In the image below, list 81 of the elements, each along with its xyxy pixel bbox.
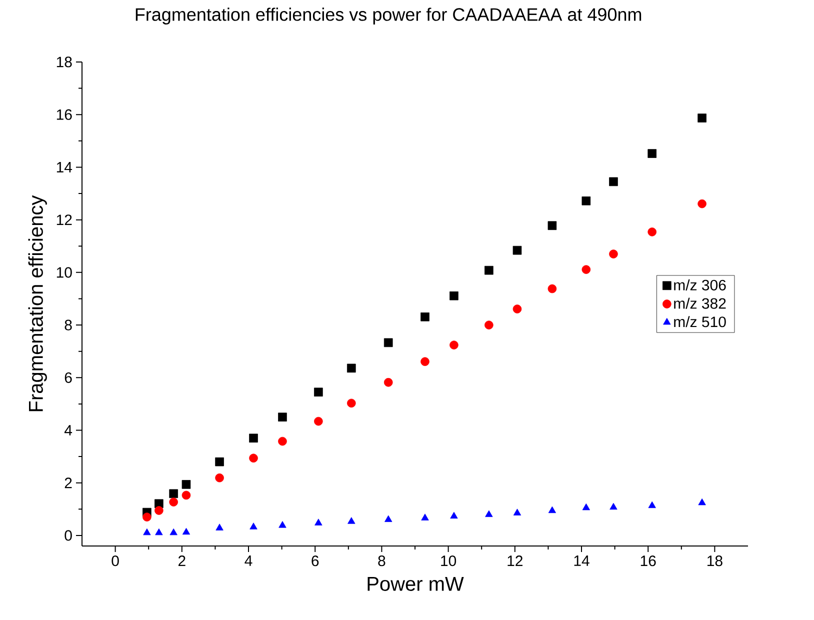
point	[143, 528, 151, 536]
point	[182, 490, 191, 500]
point	[250, 522, 258, 530]
y-tick-label: 16	[56, 109, 72, 120]
point	[249, 454, 258, 463]
x-tick-label: 12	[508, 556, 522, 566]
y-tick-label: 18	[56, 56, 72, 68]
x-axis-title: Power mW	[368, 577, 464, 591]
point	[420, 357, 430, 366]
point	[384, 515, 392, 522]
point	[278, 436, 287, 446]
x-tick-label: 16	[640, 556, 656, 566]
point	[610, 502, 618, 510]
point	[169, 498, 178, 506]
x-tick-label: 10	[441, 556, 456, 566]
point	[278, 521, 286, 528]
point	[484, 320, 494, 330]
point	[348, 517, 356, 524]
point	[609, 250, 618, 258]
point	[548, 221, 557, 230]
x-tick-label: 6	[312, 556, 319, 566]
point	[421, 514, 429, 520]
point	[609, 177, 618, 186]
x-tick-label: 0	[112, 556, 119, 566]
point	[154, 506, 164, 515]
point	[698, 114, 706, 122]
y-tick-label: 0	[64, 530, 72, 541]
point	[278, 412, 287, 422]
y-tick-label: 8	[64, 320, 72, 330]
y-tick-label: 12	[56, 214, 72, 226]
point	[582, 265, 591, 274]
y-tick-label: 2	[64, 478, 72, 488]
y-tick-label: 10	[56, 267, 72, 278]
point	[182, 528, 190, 535]
point	[384, 378, 393, 387]
point	[484, 266, 494, 275]
point	[216, 524, 224, 530]
point	[450, 291, 458, 300]
y-tick-label: 14	[56, 162, 72, 172]
x-tick-label: 14	[574, 556, 590, 566]
y-tick-label: 4	[64, 425, 72, 436]
point	[512, 246, 522, 255]
point	[384, 338, 393, 348]
point	[450, 340, 458, 350]
x-tick-label: 4	[244, 556, 252, 566]
point	[450, 512, 458, 519]
point	[182, 480, 191, 489]
point	[314, 518, 322, 526]
x-tick-label: 8	[378, 556, 386, 566]
point	[548, 506, 556, 514]
point	[513, 508, 522, 516]
point	[347, 398, 356, 408]
point	[155, 528, 163, 536]
point	[169, 489, 178, 498]
legend-label: m/z 510	[674, 316, 726, 328]
point	[648, 228, 656, 236]
point	[582, 196, 591, 206]
y-axis-title: Fragmentation efficiency	[28, 195, 47, 412]
chart-title: Fragmentation efficiencies vs power for CAADAAEAA at 490nm	[136, 8, 642, 24]
point	[215, 457, 224, 466]
point	[142, 512, 152, 522]
point	[314, 388, 323, 397]
legend-label: m/z 382	[674, 298, 726, 309]
point	[648, 149, 656, 158]
point	[314, 416, 323, 426]
point	[648, 501, 656, 508]
point	[485, 510, 493, 517]
x-tick-label: 2	[178, 556, 186, 566]
point	[215, 473, 224, 482]
point	[512, 304, 522, 314]
point	[249, 434, 258, 443]
point	[420, 312, 430, 322]
point	[582, 503, 590, 510]
point	[698, 498, 706, 506]
x-tick-label: 18	[708, 556, 722, 566]
legend-label: m/z 306	[674, 279, 726, 290]
point	[347, 364, 356, 373]
point	[170, 528, 178, 536]
y-tick-label: 6	[64, 372, 72, 383]
point	[698, 199, 706, 208]
point	[548, 284, 557, 294]
